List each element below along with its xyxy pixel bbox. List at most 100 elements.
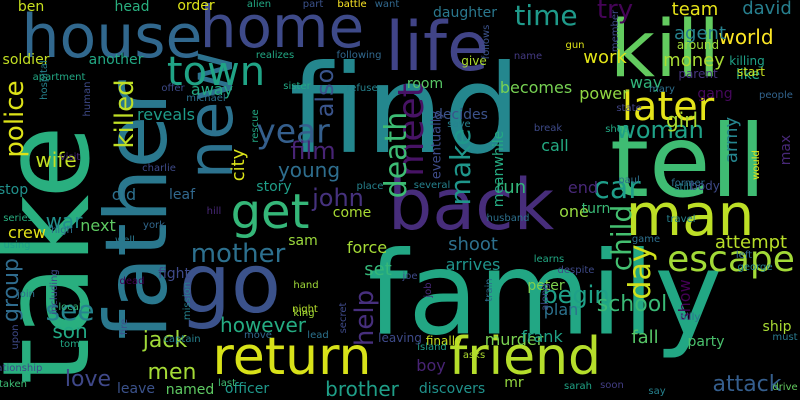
- cloud-word-leave: leave: [117, 381, 155, 397]
- cloud-word-leaving: leaving: [378, 331, 422, 345]
- cloud-word-along: along: [540, 283, 551, 311]
- cloud-word-way: way: [629, 73, 663, 92]
- cloud-word-must: must: [772, 332, 798, 343]
- cloud-word-crew: crew: [8, 223, 46, 242]
- cloud-word-shot: shot: [605, 124, 627, 135]
- cloud-word-family: family: [367, 227, 723, 362]
- cloud-word-including: including: [49, 269, 60, 315]
- cloud-word-head: head: [114, 0, 150, 15]
- cloud-word-travel: travel: [666, 214, 696, 225]
- cloud-word-team: team: [671, 0, 719, 20]
- cloud-word-war: war: [45, 209, 83, 233]
- cloud-word-killed: killed: [110, 79, 140, 149]
- cloud-word-away: away: [190, 80, 234, 99]
- cloud-word-start: start: [737, 65, 765, 79]
- cloud-word-money: money: [663, 50, 725, 71]
- cloud-word-peter: peter: [527, 278, 565, 294]
- cloud-word-however: however: [220, 313, 306, 337]
- cloud-word-george: george: [737, 262, 773, 273]
- cloud-word-husband: husband: [486, 213, 530, 224]
- cloud-word-sister: sister: [283, 81, 311, 92]
- cloud-word-series: series: [3, 213, 33, 224]
- cloud-word-sam: sam: [288, 233, 318, 249]
- cloud-word-around: around: [676, 38, 720, 52]
- cloud-word-army: army: [721, 116, 742, 164]
- cloud-word-one: one: [559, 202, 589, 221]
- cloud-word-officer: officer: [224, 381, 270, 397]
- cloud-word-go: go: [178, 237, 282, 332]
- cloud-word-well: well: [115, 235, 135, 246]
- cloud-word-train: train: [484, 278, 495, 302]
- cloud-word-game: game: [631, 234, 661, 245]
- cloud-word-escape: escape: [667, 239, 795, 280]
- cloud-word-old: old: [111, 185, 137, 204]
- cloud-word-home: home: [199, 0, 365, 61]
- cloud-word-human: human: [82, 81, 93, 117]
- cloud-word-run: run: [495, 177, 527, 198]
- cloud-word-son: son: [52, 319, 88, 343]
- cloud-word-tell: tell: [609, 103, 767, 220]
- cloud-word-begin: begin: [542, 281, 610, 309]
- cloud-word-end: end: [567, 178, 599, 197]
- cloud-word-plan: plan: [543, 300, 579, 319]
- cloud-word-last: last: [217, 378, 237, 389]
- cloud-word-later: later: [621, 84, 715, 130]
- cloud-word-would: would: [751, 150, 762, 180]
- cloud-word-drive: drive: [772, 382, 798, 393]
- cloud-word-join: join: [16, 289, 36, 300]
- cloud-word-want: want: [374, 0, 400, 10]
- cloud-word-work: work: [583, 47, 627, 68]
- cloud-word-man: man: [625, 181, 755, 249]
- cloud-word-part: part: [302, 0, 324, 10]
- cloud-word-tom: tom: [60, 339, 80, 350]
- cloud-word-david: david: [742, 0, 792, 19]
- cloud-word-battle: battle: [337, 0, 367, 10]
- cloud-word-mission: mission: [182, 281, 193, 321]
- cloud-word-island: island: [417, 342, 447, 353]
- cloud-word-ben: ben: [17, 0, 45, 15]
- cloud-word-mother: mother: [190, 239, 286, 269]
- cloud-word-make: make: [444, 128, 477, 206]
- cloud-word-high: high: [51, 225, 73, 236]
- cloud-word-boy: boy: [416, 356, 446, 375]
- cloud-word-frank: frank: [521, 327, 563, 346]
- cloud-word-return: return: [212, 327, 372, 387]
- cloud-word-order: order: [177, 0, 215, 14]
- cloud-word-sarah: sarah: [564, 381, 592, 392]
- cloud-word-ship: ship: [762, 319, 792, 335]
- cloud-word-force: force: [346, 238, 388, 257]
- cloud-word-former: former: [671, 178, 705, 189]
- cloud-word-left: left: [735, 250, 753, 261]
- cloud-word-leaf: leaf: [168, 187, 196, 203]
- cloud-word-jack: jack: [142, 328, 188, 353]
- cloud-word-get: get: [230, 184, 310, 240]
- cloud-word-see: see: [45, 294, 95, 327]
- cloud-word-attack: attack: [712, 372, 782, 397]
- cloud-word-local: local: [58, 302, 82, 313]
- cloud-word-charlie: charlie: [142, 163, 176, 174]
- cloud-word-reveals: reveals: [137, 105, 195, 124]
- cloud-word-friend: friend: [448, 327, 602, 387]
- cloud-word-offer: offer: [161, 83, 185, 94]
- cloud-word-woman: woman: [616, 116, 704, 144]
- cloud-word-becomes: becomes: [499, 78, 573, 97]
- cloud-word-back: back: [387, 164, 555, 246]
- cloud-word-meanwhile: meanwhile: [491, 130, 507, 208]
- cloud-word-gun: gun: [565, 40, 585, 51]
- cloud-word-refuse: refuse: [346, 83, 378, 94]
- cloud-word-using: using: [3, 240, 31, 251]
- cloud-word-power: power: [579, 84, 629, 103]
- cloud-word-gang: gang: [697, 86, 733, 102]
- cloud-word-captain: captain: [163, 334, 201, 345]
- cloud-word-soldier: soldier: [2, 52, 50, 68]
- cloud-word-apartment: apartment: [32, 72, 86, 83]
- cloud-word-soon: soon: [600, 380, 624, 391]
- cloud-word-help: help: [350, 289, 380, 347]
- cloud-word-story: story: [256, 179, 292, 195]
- cloud-word-daughter: daughter: [433, 5, 497, 21]
- cloud-word-learns: learns: [533, 254, 565, 265]
- cloud-word-finally: finally: [425, 334, 463, 348]
- cloud-word-school: school: [596, 292, 668, 317]
- cloud-word-upon: upon: [10, 324, 21, 350]
